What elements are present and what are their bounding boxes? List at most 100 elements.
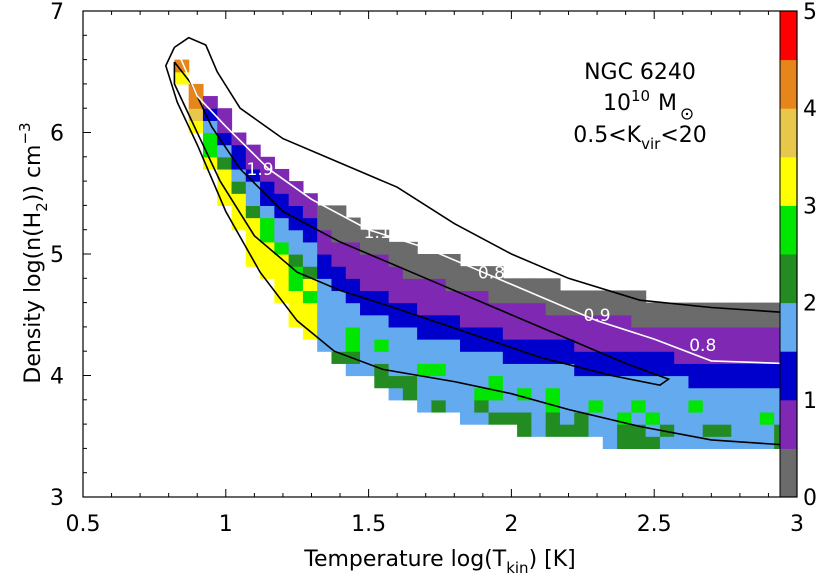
heatmap-cell xyxy=(245,156,261,170)
heatmap-cell xyxy=(702,339,718,352)
heatmap-cell xyxy=(417,351,433,364)
heatmap-cell xyxy=(274,181,290,194)
heatmap-cell xyxy=(474,363,490,377)
heatmap-cell xyxy=(488,375,504,389)
heatmap-cell xyxy=(602,436,618,449)
heatmap-cell xyxy=(331,314,347,328)
heatmap-cell xyxy=(388,351,404,364)
heatmap-cell xyxy=(474,339,490,352)
heatmap-cell xyxy=(402,241,418,255)
heatmap-cell xyxy=(545,411,561,425)
heatmap-cell xyxy=(559,411,575,425)
heatmap-cell xyxy=(545,363,561,377)
heatmap-cell xyxy=(559,290,575,304)
colorbar-tick-label: 5 xyxy=(803,0,817,25)
heatmap-cell xyxy=(588,290,604,304)
heatmap-cell xyxy=(645,387,661,401)
heatmap-cell xyxy=(360,266,375,279)
heatmap-cell xyxy=(288,314,304,328)
heatmap-cell xyxy=(674,375,690,389)
heatmap-cell xyxy=(574,387,590,401)
heatmap-cell xyxy=(445,339,461,352)
heatmap-cell xyxy=(302,217,318,231)
heatmap-cell xyxy=(659,387,675,401)
heatmap-cell xyxy=(274,241,290,255)
colorbar-tick-label: 3 xyxy=(803,194,817,219)
heatmap-cell xyxy=(588,399,604,413)
heatmap-cell xyxy=(274,193,290,206)
heatmap-cell xyxy=(717,363,732,377)
heatmap-cell xyxy=(517,302,532,316)
heatmap-cell xyxy=(274,266,290,279)
heatmap-cell xyxy=(260,217,275,231)
heatmap-cell xyxy=(759,436,775,449)
heatmap-cell xyxy=(574,326,590,340)
y-axis-label-prefix: Density log(n(H xyxy=(21,212,46,384)
heatmap-cell xyxy=(445,314,461,328)
heatmap-cell xyxy=(331,326,347,340)
heatmap-cell xyxy=(217,156,233,170)
heatmap-cell xyxy=(631,411,647,425)
heatmap-cell xyxy=(459,278,475,292)
heatmap-cell xyxy=(559,375,575,389)
colorbar-band xyxy=(780,472,797,498)
heatmap-cell xyxy=(202,132,218,146)
colorbar-band xyxy=(780,254,797,279)
heatmap-cell xyxy=(517,351,532,364)
heatmap-cell xyxy=(445,302,461,316)
heatmap-cell xyxy=(231,168,247,182)
heatmap-cell xyxy=(731,436,747,449)
heatmap-cell xyxy=(488,363,504,377)
x-tick-label: 2.5 xyxy=(637,512,672,537)
heatmap-cell xyxy=(731,375,747,389)
heatmap-cell xyxy=(345,266,361,279)
heatmap-cell xyxy=(517,290,532,304)
heatmap-cell xyxy=(588,351,604,364)
heatmap-cell xyxy=(459,387,475,401)
contour-label: 1.1 xyxy=(364,223,391,243)
heatmap-cell xyxy=(431,290,447,304)
heatmap-cell xyxy=(631,302,647,316)
heatmap-cell xyxy=(588,339,604,352)
heatmap-cell xyxy=(245,193,261,206)
heatmap-cell xyxy=(659,424,675,437)
heatmap-cell xyxy=(659,363,675,377)
heatmap-cell xyxy=(402,339,418,352)
heatmap-cell xyxy=(417,314,433,328)
heatmap-cell xyxy=(360,241,375,255)
heatmap-cell xyxy=(602,424,618,437)
heatmap-cell xyxy=(674,326,690,340)
colorbar-band xyxy=(780,59,797,85)
heatmap-cell xyxy=(474,314,490,328)
heatmap-cell xyxy=(702,399,718,413)
annotation-virial: 0.5<Kvir<20 xyxy=(573,123,707,153)
heatmap-cell xyxy=(245,181,261,194)
heatmap-cell xyxy=(374,314,390,328)
heatmap-cell xyxy=(645,411,661,425)
heatmap-cell xyxy=(588,375,604,389)
y-tick-label: 7 xyxy=(50,0,64,25)
contour-inner xyxy=(173,61,671,387)
heatmap-cell xyxy=(345,339,361,352)
colorbar-band xyxy=(780,424,797,449)
heatmap-cell xyxy=(731,351,747,364)
heatmap-cell xyxy=(559,363,575,377)
heatmap-cell xyxy=(388,375,404,389)
heatmap-cell xyxy=(474,387,490,401)
heatmap-cell xyxy=(517,326,532,340)
heatmap-cell xyxy=(645,424,661,437)
heatmap-cell xyxy=(317,241,333,255)
colorbar-band xyxy=(780,229,797,255)
y-axis-label-sup: −3 xyxy=(16,122,34,144)
heatmap-cell xyxy=(260,168,275,182)
y-tick-label: 4 xyxy=(50,365,64,390)
heatmap-cell xyxy=(331,302,347,316)
heatmap-cell xyxy=(602,302,618,316)
heatmap-cell xyxy=(617,387,632,401)
heatmap-cell xyxy=(345,314,361,328)
heatmap-cell xyxy=(445,326,461,340)
heatmap-cell xyxy=(317,326,333,340)
heatmap-cell xyxy=(645,399,661,413)
heatmap-cell xyxy=(574,314,590,328)
heatmap-cell xyxy=(517,387,532,401)
